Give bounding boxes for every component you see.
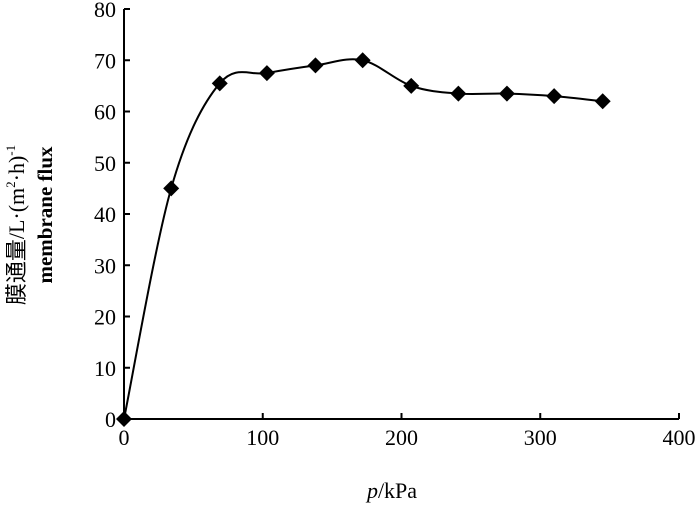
data-point-marker [258, 65, 275, 82]
data-point-marker [498, 85, 515, 102]
x-tick-label: 200 [385, 425, 418, 450]
data-point-marker [307, 57, 324, 74]
y-tick-label: 80 [94, 0, 116, 22]
y-tick-label: 10 [94, 356, 116, 381]
y-axis-label-line1: 膜通量/L·(m2·h)-1 [3, 145, 29, 305]
y-tick-label: 20 [94, 305, 116, 330]
y-tick-label: 50 [94, 151, 116, 176]
data-point-marker [403, 77, 420, 94]
data-point-marker [116, 411, 132, 427]
x-axis-label-unit: /kPa [378, 478, 417, 503]
data-point-marker [594, 93, 611, 110]
data-point-marker [211, 75, 228, 92]
data-point-marker [354, 52, 371, 69]
x-tick-label: 400 [663, 425, 696, 450]
y-axis-label-supneg: -1 [3, 145, 18, 156]
x-axis-ticks: 0 100 200 300 400 [119, 413, 696, 450]
x-tick-label: 0 [119, 425, 130, 450]
y-tick-label: 0 [105, 407, 116, 432]
data-point-marker [450, 85, 467, 102]
y-tick-label: 40 [94, 202, 116, 227]
y-axis-ticks: 0 10 20 30 40 50 60 70 80 [94, 0, 130, 432]
y-axis-label-cn: 膜通量/L·(m [4, 188, 29, 305]
x-axis-label: p/kPa [365, 478, 417, 503]
x-tick-label: 300 [524, 425, 557, 450]
data-point-marker [163, 180, 180, 197]
y-tick-label: 70 [94, 48, 116, 73]
y-tick-label: 30 [94, 253, 116, 278]
y-axis-label-line2: membrane flux [33, 146, 57, 284]
y-tick-label: 60 [94, 100, 116, 125]
y-axis-label-mid: ·h) [4, 156, 29, 182]
x-axis-label-symbol: p [365, 478, 378, 503]
series-line [123, 58, 603, 420]
axes [123, 9, 679, 420]
data-markers [116, 52, 611, 427]
x-tick-label: 100 [246, 425, 279, 450]
data-point-marker [546, 88, 563, 105]
y-axis-label-sup2: 2 [3, 181, 18, 188]
